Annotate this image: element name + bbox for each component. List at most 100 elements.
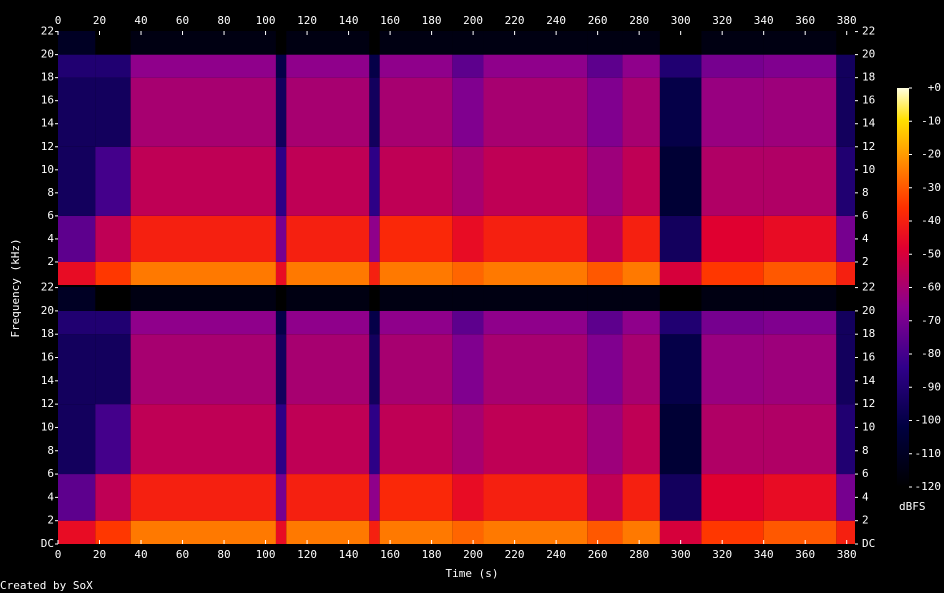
spectrogram-cell bbox=[369, 77, 380, 147]
spectrogram-cell bbox=[452, 474, 484, 521]
spectrogram-cell bbox=[286, 474, 370, 521]
spectrogram-cell bbox=[701, 54, 764, 78]
spectrogram-cell bbox=[369, 215, 380, 262]
spectrogram-cell bbox=[369, 146, 380, 216]
y-tick-label: 20 bbox=[41, 304, 54, 317]
x-tick-label: 180 bbox=[422, 14, 442, 27]
spectrogram-cell bbox=[763, 146, 837, 216]
spectrogram-cell bbox=[130, 520, 276, 544]
spectrogram-cell bbox=[58, 77, 96, 147]
spectrogram-cell bbox=[659, 215, 702, 262]
x-tick-label: 340 bbox=[754, 14, 774, 27]
x-axis-label: Time (s) bbox=[446, 567, 499, 580]
y-tick-label: 10 bbox=[41, 420, 54, 433]
y-tick-label: 22 bbox=[862, 25, 875, 38]
colorbar-tick-label: -90 bbox=[921, 380, 941, 393]
spectrogram-cell bbox=[452, 287, 484, 311]
colorbar-tick-label: -30 bbox=[921, 181, 941, 194]
x-tick-label: 200 bbox=[463, 548, 483, 561]
spectrogram-cell bbox=[587, 287, 623, 311]
spectrogram-cell bbox=[379, 334, 453, 405]
y-tick-label: 2 bbox=[47, 514, 54, 527]
colorbar-tick-label: -40 bbox=[921, 214, 941, 227]
spectrogram-cell bbox=[587, 146, 623, 216]
y-tick-label: 14 bbox=[862, 117, 876, 130]
x-tick-label: 220 bbox=[505, 548, 525, 561]
spectrogram-cell bbox=[483, 31, 588, 55]
spectrogram-cell bbox=[130, 31, 276, 55]
spectrogram-cell bbox=[379, 77, 453, 147]
spectrogram-cell bbox=[587, 31, 623, 55]
spectrogram-cell bbox=[483, 261, 588, 285]
spectrogram-cell bbox=[587, 261, 623, 285]
spectrogram-cell bbox=[836, 77, 855, 147]
spectrogram-cell bbox=[58, 54, 96, 78]
spectrogram-cell bbox=[659, 520, 702, 544]
spectrogram-cell bbox=[275, 404, 287, 475]
spectrogram-cell bbox=[587, 54, 623, 78]
colorbar-tick-label: -80 bbox=[921, 347, 941, 360]
colorbar-tick-label: -70 bbox=[921, 314, 941, 327]
y-tick-label: 20 bbox=[41, 48, 54, 61]
spectrogram-cell bbox=[763, 77, 837, 147]
spectrogram-cell bbox=[130, 54, 276, 78]
spectrogram-cell bbox=[452, 146, 484, 216]
spectrogram-cell bbox=[659, 404, 702, 475]
spectrogram-cell bbox=[659, 310, 702, 335]
colorbar-tick-label: -50 bbox=[921, 247, 941, 260]
y-tick-label: 8 bbox=[47, 186, 54, 199]
y-tick-label: 6 bbox=[862, 209, 869, 222]
spectrogram-cell bbox=[379, 287, 453, 311]
spectrogram-cell bbox=[286, 404, 370, 475]
spectrogram-cell bbox=[275, 146, 287, 216]
y-tick-label: 14 bbox=[862, 374, 876, 387]
spectrogram-cell bbox=[622, 404, 660, 475]
x-tick-label: 200 bbox=[463, 14, 483, 27]
x-tick-label: 0 bbox=[55, 14, 62, 27]
spectrogram-cell bbox=[701, 215, 764, 262]
spectrogram-cell bbox=[622, 146, 660, 216]
spectrogram-cell bbox=[659, 77, 702, 147]
credit: Created by SoX bbox=[0, 579, 93, 592]
x-tick-label: 260 bbox=[588, 14, 608, 27]
spectrogram-cell bbox=[275, 31, 287, 55]
spectrogram-cell bbox=[95, 310, 131, 335]
spectrogram-cell bbox=[452, 520, 484, 544]
y-tick-label: 14 bbox=[41, 374, 55, 387]
spectrogram-cell bbox=[369, 520, 380, 544]
spectrogram-cell bbox=[622, 310, 660, 335]
spectrogram-cell bbox=[701, 77, 764, 147]
spectrogram-cell bbox=[379, 520, 453, 544]
spectrogram-cell bbox=[836, 520, 855, 544]
y-tick-label: DC bbox=[862, 537, 875, 550]
spectrogram-cell bbox=[452, 261, 484, 285]
spectrogram-cell bbox=[659, 54, 702, 78]
spectrogram-cell bbox=[483, 334, 588, 405]
spectrogram-cell bbox=[659, 146, 702, 216]
spectrogram-cell bbox=[58, 334, 96, 405]
y-axis-label: Frequency (kHz) bbox=[9, 238, 22, 337]
spectrogram-cell bbox=[483, 310, 588, 335]
spectrogram-cell bbox=[452, 310, 484, 335]
y-tick-label: 10 bbox=[862, 163, 875, 176]
x-tick-label: 380 bbox=[837, 548, 857, 561]
x-tick-label: 120 bbox=[297, 14, 317, 27]
spectrogram-cell bbox=[483, 520, 588, 544]
spectrogram-cell bbox=[275, 310, 287, 335]
spectrogram-cell bbox=[622, 31, 660, 55]
spectrogram-cell bbox=[763, 287, 837, 311]
spectrogram-cell bbox=[701, 310, 764, 335]
spectrogram-cell bbox=[369, 310, 380, 335]
spectrogram-cell bbox=[275, 474, 287, 521]
y-tick-label: 12 bbox=[41, 140, 54, 153]
spectrogram-cell bbox=[58, 310, 96, 335]
spectrogram-cell bbox=[95, 77, 131, 147]
x-tick-label: 100 bbox=[256, 548, 276, 561]
spectrogram-cell bbox=[286, 31, 370, 55]
x-tick-label: 160 bbox=[380, 548, 400, 561]
y-tick-label: 18 bbox=[41, 71, 54, 84]
spectrogram-cell bbox=[483, 404, 588, 475]
spectrogram-cell bbox=[587, 474, 623, 521]
spectrogram-cell bbox=[701, 31, 764, 55]
